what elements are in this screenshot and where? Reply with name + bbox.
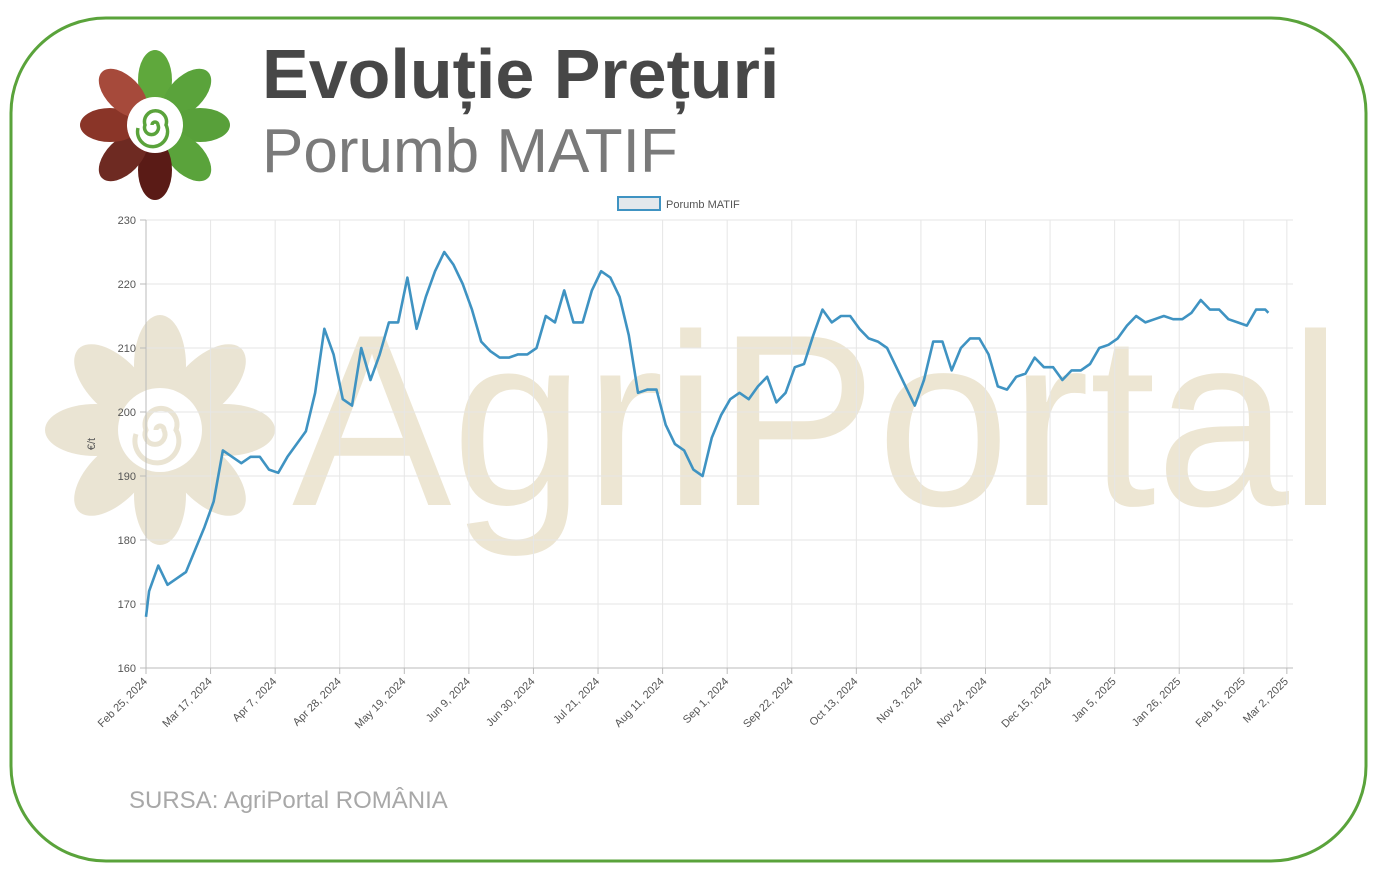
y-tick-label: 170 xyxy=(118,599,136,611)
watermark-logo xyxy=(45,315,275,545)
y-tick-label: 230 xyxy=(118,215,136,227)
card-frame xyxy=(9,16,1368,863)
data-line xyxy=(144,250,1270,617)
y-tick-label: 190 xyxy=(118,471,136,483)
y-axis-label: €/t xyxy=(86,438,98,450)
legend-label: Porumb MATIF xyxy=(666,199,740,211)
y-tick-label: 160 xyxy=(118,663,136,675)
y-tick-label: 200 xyxy=(118,407,136,419)
logo xyxy=(80,50,230,200)
y-tick-label: 220 xyxy=(118,279,136,291)
legend-swatch xyxy=(617,196,661,211)
source: SURSA: AgriPortal ROMÂNIA xyxy=(129,787,448,814)
subtitle: Porumb MATIF xyxy=(262,117,678,186)
y-tick-label: 180 xyxy=(118,535,136,547)
title: Evoluție Prețuri xyxy=(262,35,779,114)
y-tick-label: 210 xyxy=(118,343,136,355)
